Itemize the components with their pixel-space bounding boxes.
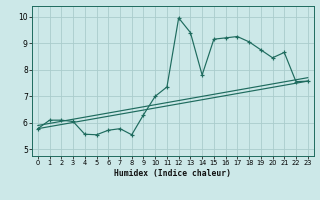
X-axis label: Humidex (Indice chaleur): Humidex (Indice chaleur) xyxy=(114,169,231,178)
